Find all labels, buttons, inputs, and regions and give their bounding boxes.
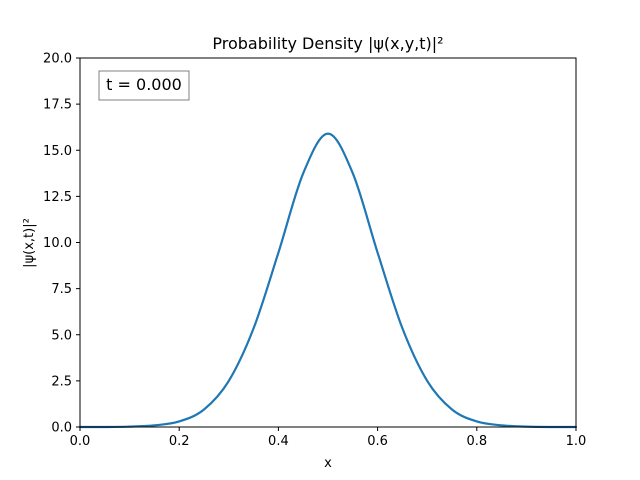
x-axis-title: x	[324, 456, 332, 471]
y-tick-label: 7.5	[51, 282, 72, 297]
x-tick-label: 0.0	[70, 434, 91, 449]
y-tick-label: 0.0	[51, 421, 72, 436]
y-axis-title: |ψ(x,t)|²	[22, 218, 37, 268]
series-line-0	[78, 132, 578, 429]
y-tick-label: 17.5	[43, 98, 72, 113]
x-tick-label: 0.4	[268, 434, 289, 449]
y-tick-label: 10.0	[43, 236, 72, 251]
x-tick-label: 0.6	[367, 434, 388, 449]
y-tick-label: 5.0	[51, 328, 72, 343]
y-tick-label: 2.5	[51, 374, 72, 389]
y-tick-label: 12.5	[43, 190, 72, 205]
time-annotation-box	[98, 70, 190, 101]
x-tick-label: 0.2	[169, 434, 190, 449]
time-annotation-label: t = 0.000	[106, 75, 182, 94]
y-tick-label: 15.0	[43, 144, 72, 159]
x-tick-label: 0.8	[466, 434, 487, 449]
y-tick-label: 20.0	[43, 52, 72, 67]
plot-frame	[79, 57, 577, 428]
chart-title: Probability Density |ψ(x,y,t)|²	[212, 34, 443, 53]
time-annotation: t = 0.000	[98, 70, 190, 101]
x-tick-label: 1.0	[566, 434, 587, 449]
plot-area: 0.0 0.2 0.4 0.6 0.8 1.0 0.0 2.5 5.0 7.5 10.0 12.5 15…	[43, 52, 586, 450]
